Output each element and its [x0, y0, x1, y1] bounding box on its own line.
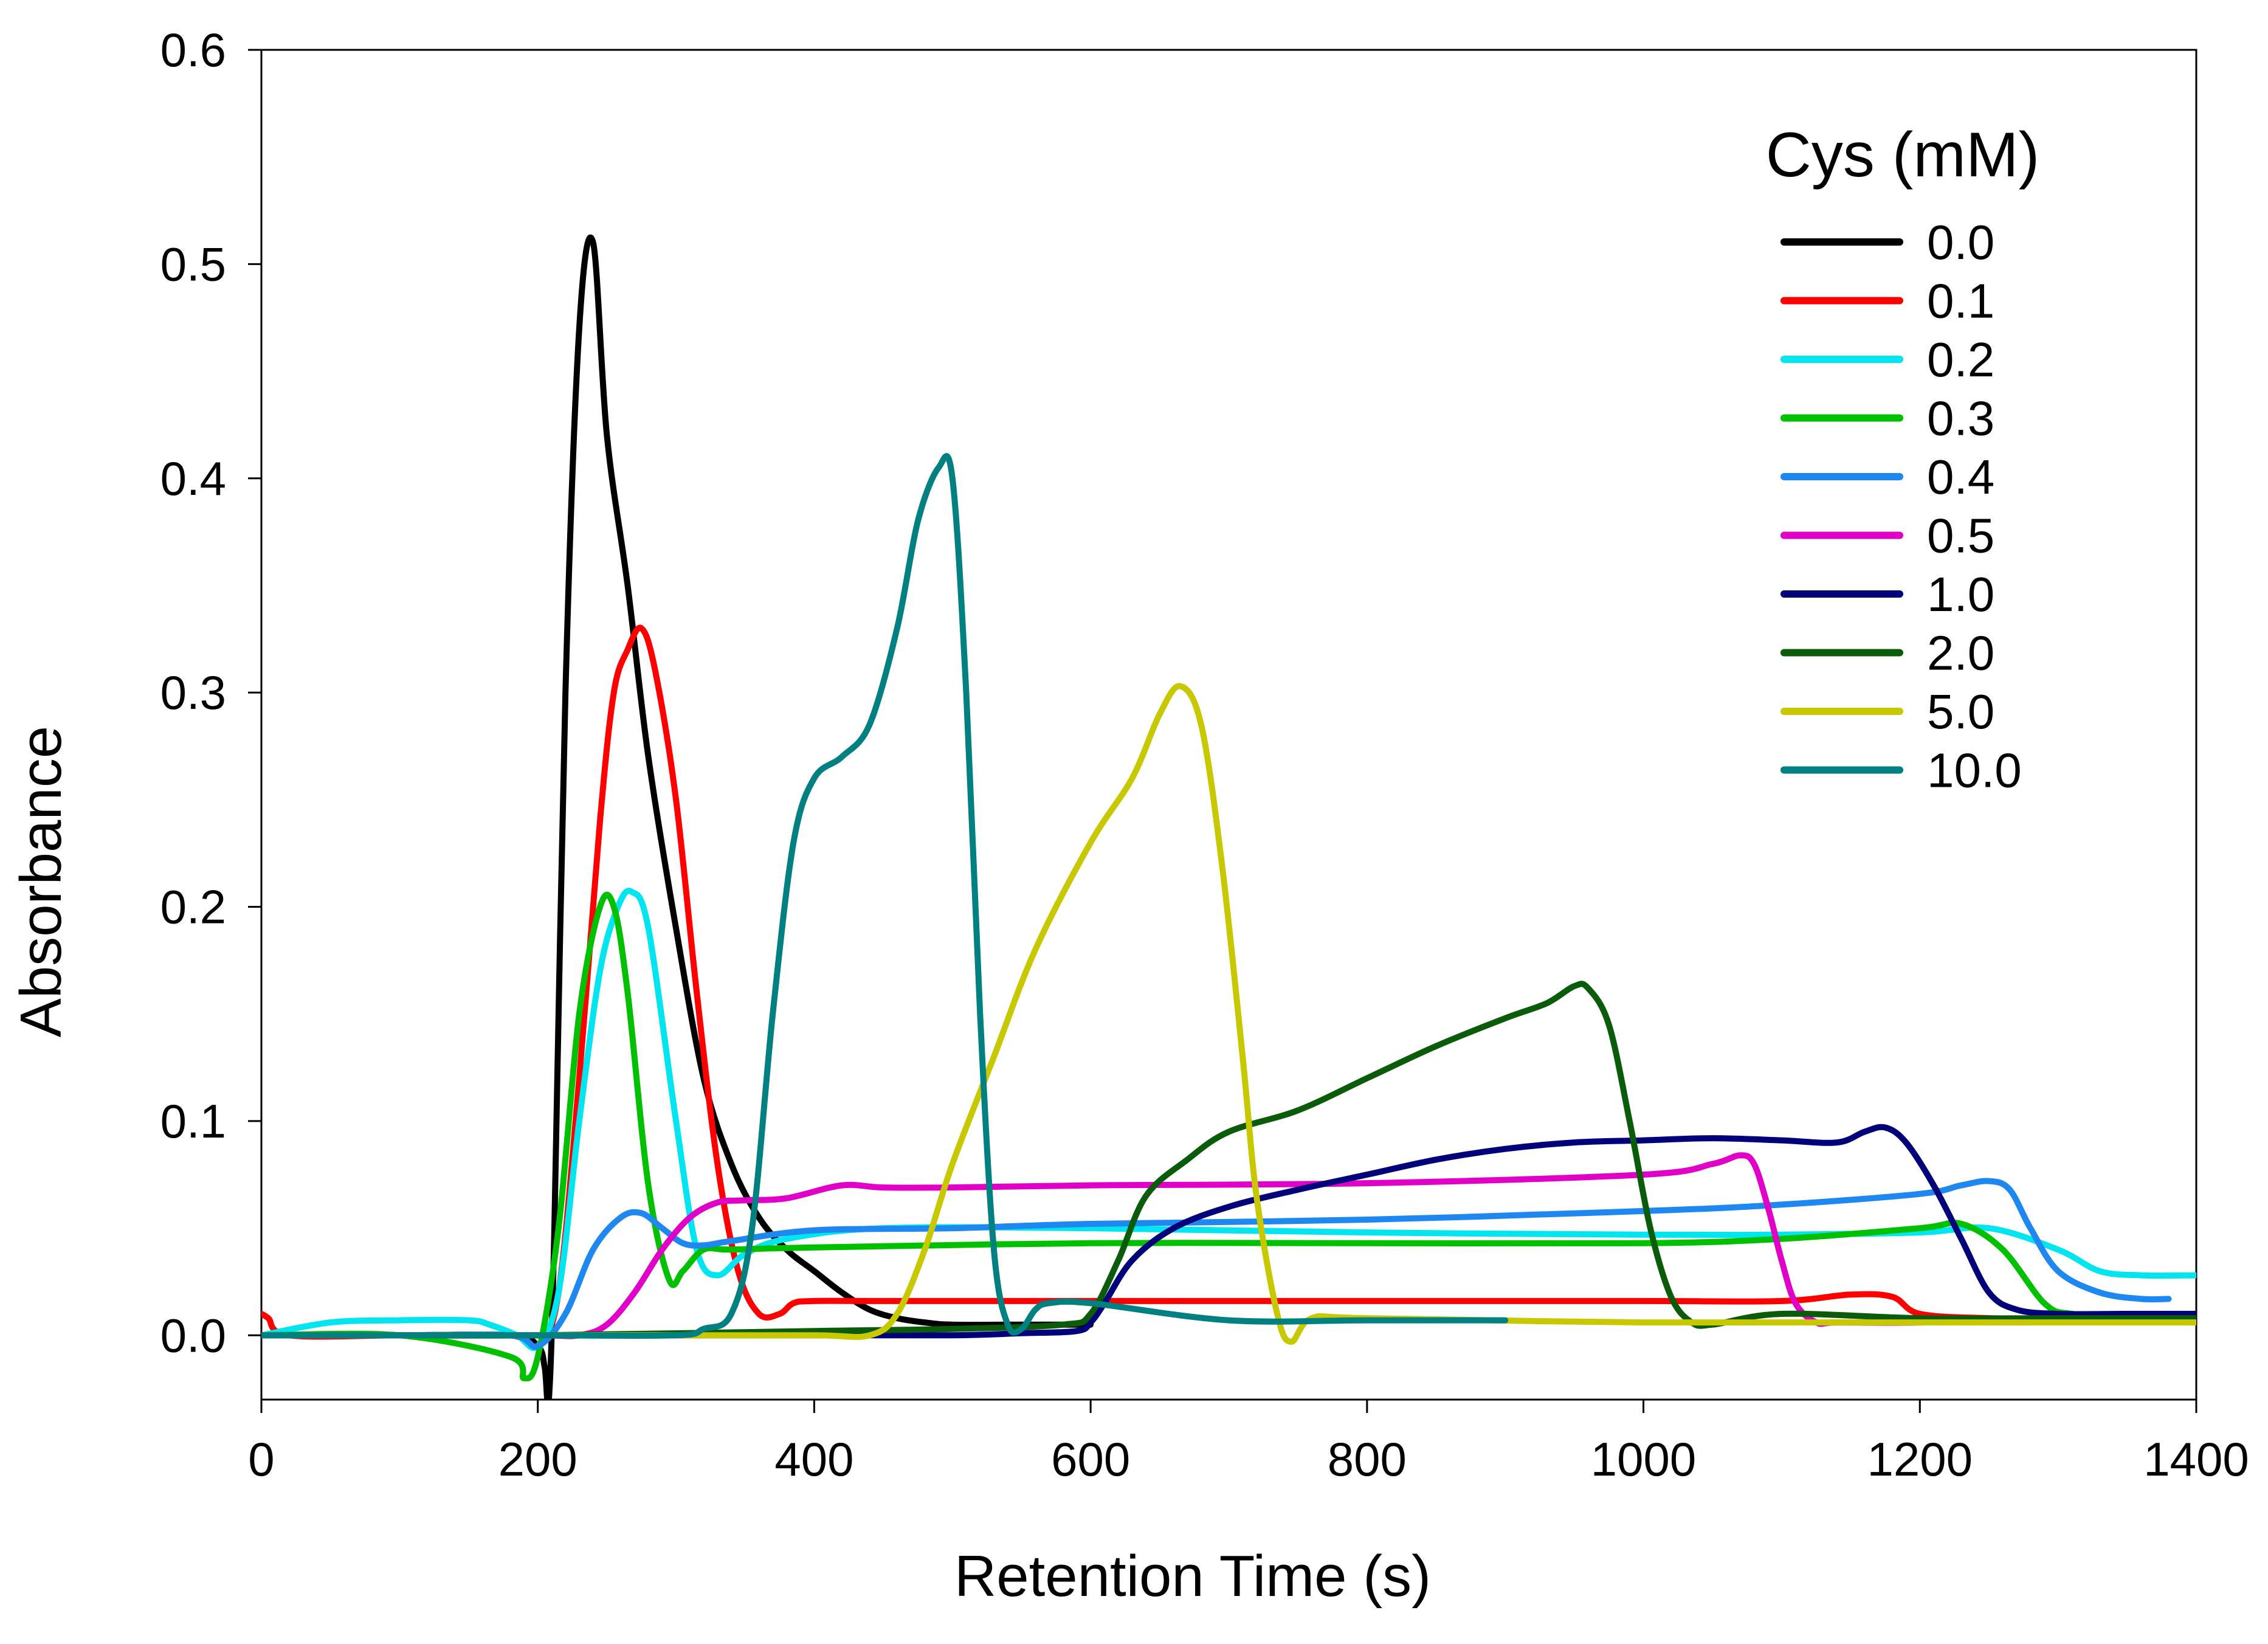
legend-label: 5.0 — [1927, 685, 1994, 739]
legend-label: 0.3 — [1927, 392, 1994, 446]
series-group — [261, 234, 2196, 1400]
plot-frame-group — [260, 49, 2197, 1401]
y-axis-label: Absorbance — [9, 726, 74, 1037]
legend-label: 0.2 — [1927, 333, 1994, 387]
legend-label: 1.0 — [1927, 567, 1994, 621]
y-tick-label: 0.2 — [160, 880, 226, 934]
series-line-0-0 — [261, 234, 1094, 1400]
x-axis-label: Retention Time (s) — [954, 1544, 1431, 1609]
legend-label: 10.0 — [1927, 744, 2022, 798]
x-tick-label: 0 — [248, 1432, 274, 1486]
x-tick-label: 400 — [774, 1432, 853, 1486]
series-line-10-0 — [261, 453, 1509, 1339]
legend: Cys (mM) 0.00.10.20.30.40.51.02.05.010.0 — [1766, 120, 2040, 798]
legend-label: 0.4 — [1927, 450, 1994, 504]
series-line-0-4 — [261, 1178, 2172, 1350]
x-tick-label: 1000 — [1591, 1432, 1697, 1486]
legend-label: 0.1 — [1927, 274, 1994, 328]
y-tick-label: 0.0 — [160, 1308, 226, 1362]
x-tick-label: 600 — [1051, 1432, 1130, 1486]
legend-label: 2.0 — [1927, 626, 1994, 680]
x-tick-label: 1400 — [2143, 1432, 2249, 1486]
y-tick-label: 0.4 — [160, 452, 226, 505]
legend-label: 0.0 — [1927, 215, 1994, 269]
y-tick-label: 0.6 — [160, 23, 226, 77]
ticks-group: 0 200 400 600 800 1000 1200 14000.00.10.20.30.4… — [160, 23, 2249, 1486]
x-tick-label: 800 — [1328, 1432, 1407, 1486]
legend-label: 0.5 — [1927, 509, 1994, 563]
plot-frame — [260, 49, 2197, 1401]
x-tick-label: 200 — [498, 1432, 577, 1486]
y-tick-label: 0.1 — [160, 1094, 226, 1148]
series-line-0-3 — [261, 891, 2196, 1382]
y-tick-label: 0.3 — [160, 666, 226, 719]
legend-title: Cys (mM) — [1766, 120, 2040, 190]
x-tick-label: 1200 — [1867, 1432, 1973, 1486]
y-tick-label: 0.5 — [160, 237, 226, 291]
